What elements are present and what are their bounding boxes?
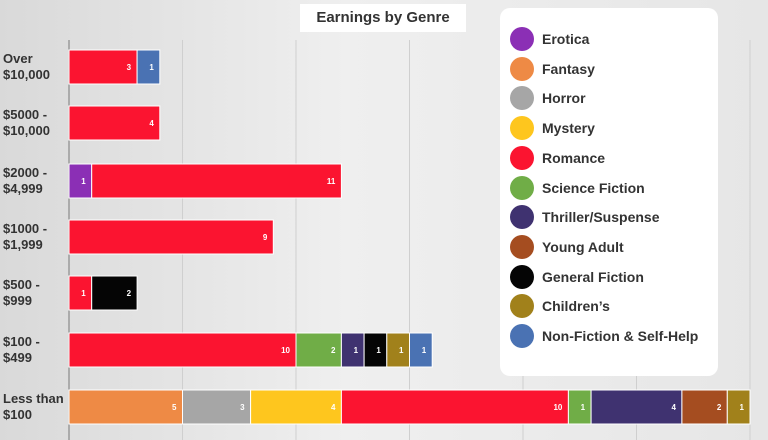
- legend-swatch: [510, 324, 534, 348]
- legend-label: Romance: [542, 149, 606, 166]
- category-label-line: $10,000: [3, 123, 50, 138]
- legend-label: Science Fiction: [542, 179, 645, 196]
- legend-swatch: [510, 294, 534, 319]
- data-label: 5: [172, 403, 177, 412]
- category-label-line: Over: [3, 51, 33, 66]
- data-label: 1: [422, 346, 427, 355]
- data-label: 10: [281, 346, 290, 355]
- legend-swatch: [510, 86, 534, 111]
- data-label: 4: [149, 119, 154, 128]
- bar-segment: [68, 332, 297, 368]
- data-label: 1: [376, 346, 381, 355]
- legend-item: General Fiction: [510, 264, 644, 290]
- legend-swatch: [510, 27, 534, 51]
- category-label-line: $2000 -: [3, 165, 48, 180]
- data-label: 1: [399, 346, 404, 355]
- bar-segment: [68, 389, 183, 425]
- category-label-line: $5000 -: [3, 107, 48, 122]
- legend-item: Non-Fiction & Self-Help: [510, 323, 698, 349]
- legend-item: Mystery: [510, 115, 595, 141]
- bar-segment: [681, 389, 728, 425]
- category-label-line: $100: [3, 407, 32, 422]
- bar-segment: [68, 49, 138, 85]
- legend-label: Horror: [542, 90, 586, 107]
- legend-label: Thriller/Suspense: [542, 209, 660, 226]
- category-label: Over $10,000: [3, 51, 69, 83]
- legend-swatch: [510, 264, 534, 289]
- category-label: $100 - $499: [3, 334, 69, 366]
- bar-segment: [136, 49, 161, 85]
- legend-swatch: [510, 56, 534, 81]
- data-label: 1: [81, 289, 86, 298]
- category-label-line: $4,999: [3, 181, 43, 196]
- legend-item: Science Fiction: [510, 175, 645, 201]
- legend-item: Fantasy: [510, 56, 595, 82]
- data-label: 1: [149, 63, 154, 72]
- category-label-line: $1,999: [3, 237, 43, 252]
- data-label: 2: [331, 346, 336, 355]
- data-label: 4: [671, 403, 676, 412]
- bar-segment: [295, 332, 342, 368]
- legend: Erotica Fantasy Horror Mystery Romance Scienc…: [500, 8, 718, 376]
- bar-segment: [409, 332, 433, 368]
- legend-label: Young Adult: [542, 238, 624, 255]
- category-label-line: $100 -: [3, 334, 40, 349]
- data-label: 2: [127, 289, 132, 298]
- legend-item: Romance: [510, 145, 605, 171]
- bar-segment: [68, 219, 274, 255]
- legend-item: Young Adult: [510, 234, 624, 260]
- category-label: $5000 - $10,000: [3, 107, 69, 139]
- bar-segment: [590, 389, 683, 425]
- legend-item: Children’s: [510, 293, 610, 319]
- category-label: $2000 - $4,999: [3, 165, 69, 197]
- data-label: 9: [263, 233, 268, 242]
- bar-segment: [91, 275, 138, 311]
- bar-segment: [726, 389, 751, 425]
- legend-swatch: [510, 234, 534, 259]
- legend-swatch: [510, 116, 534, 141]
- bar-segment: [182, 389, 252, 425]
- bar-segment: [68, 105, 161, 141]
- category-label-line: Less than: [3, 391, 64, 406]
- data-label: 4: [331, 403, 336, 412]
- bar-segment: [340, 389, 569, 425]
- legend-item: Horror: [510, 85, 586, 111]
- data-label: 1: [581, 403, 586, 412]
- legend-label: Erotica: [542, 31, 590, 47]
- category-label-line: $500 -: [3, 277, 40, 292]
- category-label: $1000 - $1,999: [3, 221, 69, 253]
- bar-segment: [91, 163, 342, 199]
- category-label-line: $999: [3, 293, 32, 308]
- data-label: 11: [327, 177, 336, 186]
- legend-label: General Fiction: [542, 268, 644, 285]
- data-label: 1: [81, 177, 86, 186]
- legend-label: Mystery: [542, 120, 595, 137]
- legend-swatch: [510, 145, 534, 170]
- legend-swatch: [510, 205, 534, 230]
- legend-label: Non-Fiction & Self-Help: [542, 328, 699, 344]
- chart-title: Earnings by Genre: [300, 4, 466, 32]
- category-label: $500 - $999: [3, 277, 69, 309]
- category-label-line: $10,000: [3, 67, 50, 82]
- category-label-line: $499: [3, 350, 32, 365]
- legend-item: Erotica: [510, 26, 589, 52]
- category-label: Less than $100: [3, 391, 69, 423]
- data-label: 1: [354, 346, 359, 355]
- category-label-line: $1000 -: [3, 221, 48, 236]
- legend-swatch: [510, 175, 534, 200]
- legend-item: Thriller/Suspense: [510, 204, 659, 230]
- data-label: 2: [717, 403, 722, 412]
- data-label: 1: [740, 403, 745, 412]
- data-label: 10: [553, 403, 562, 412]
- bar-segment: [250, 389, 342, 425]
- data-label: 3: [240, 403, 245, 412]
- data-label: 3: [127, 63, 132, 72]
- legend-label: Fantasy: [542, 60, 595, 77]
- legend-label: Children’s: [542, 298, 610, 315]
